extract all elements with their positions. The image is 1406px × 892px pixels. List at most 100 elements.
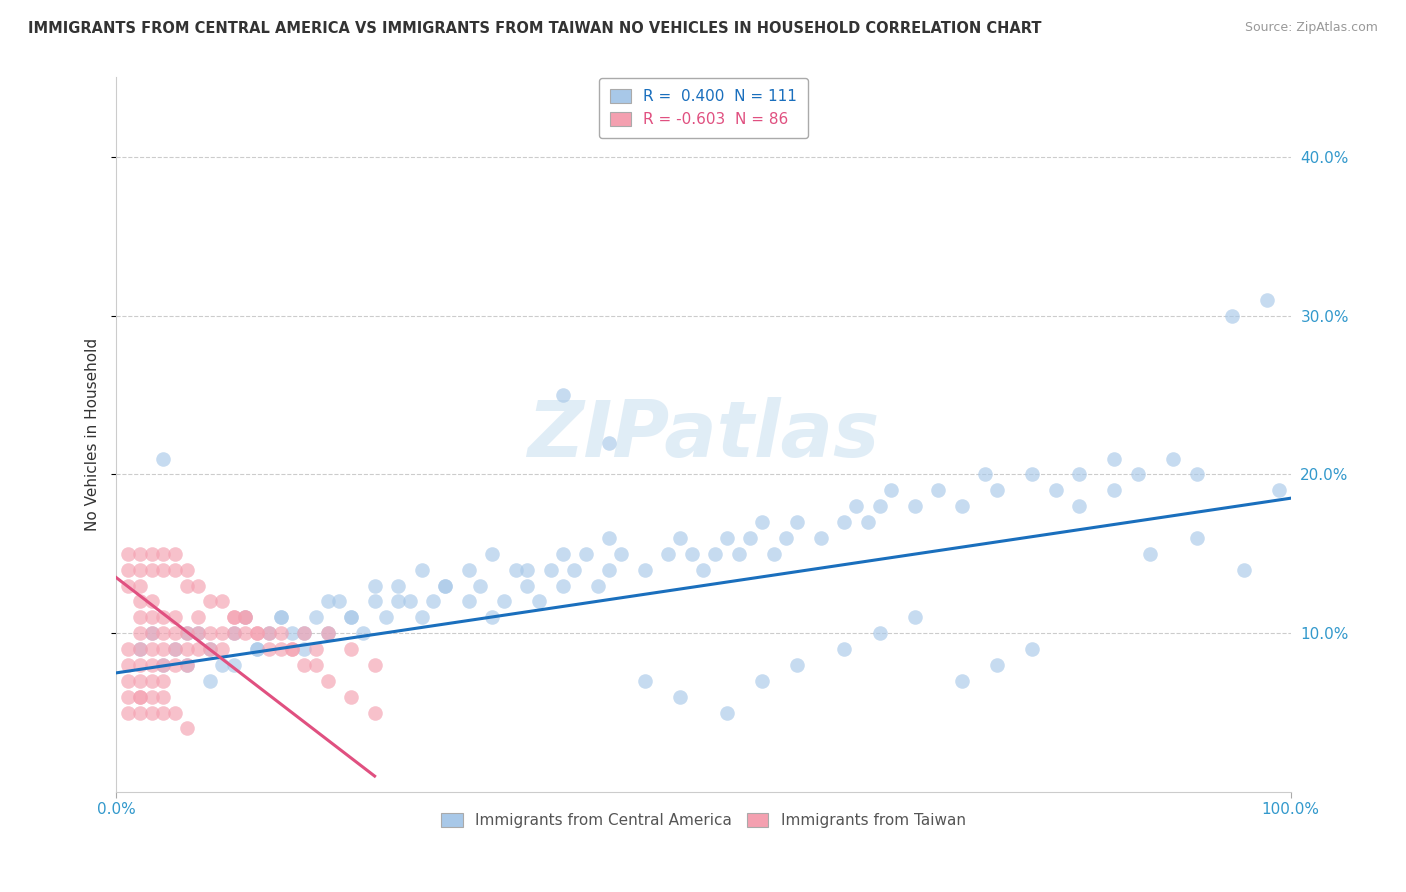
Point [141,626,163,640]
Point [399,594,422,608]
Point [716,531,738,545]
Point [128,610,150,624]
Point [470,578,492,592]
Point [211,626,233,640]
Point [128,626,150,640]
Point [270,610,292,624]
Point [716,706,738,720]
Point [152,547,174,561]
Point [305,642,328,657]
Point [117,547,139,561]
Point [128,642,150,657]
Point [187,626,209,640]
Point [551,578,574,592]
Point [316,626,339,640]
Point [270,626,292,640]
Point [869,626,891,640]
Point [751,515,773,529]
Point [363,706,385,720]
Point [1256,293,1278,307]
Point [305,657,328,672]
Point [1069,467,1091,482]
Point [176,626,198,640]
Point [292,626,315,640]
Point [562,563,585,577]
Point [880,483,903,498]
Point [834,515,856,529]
Point [1045,483,1067,498]
Point [516,563,538,577]
Point [176,657,198,672]
Point [246,642,269,657]
Point [235,610,257,624]
Point [117,690,139,704]
Point [200,642,222,657]
Point [176,578,198,592]
Point [128,657,150,672]
Point [176,722,198,736]
Point [176,563,198,577]
Point [516,578,538,592]
Point [246,626,269,640]
Point [152,673,174,688]
Point [187,626,209,640]
Point [869,499,891,513]
Point [657,547,679,561]
Point [786,515,808,529]
Point [292,626,315,640]
Point [305,610,328,624]
Point [163,642,186,657]
Point [340,642,363,657]
Point [200,642,222,657]
Point [176,626,198,640]
Text: IMMIGRANTS FROM CENTRAL AMERICA VS IMMIGRANTS FROM TAIWAN NO VEHICLES IN HOUSEHO: IMMIGRANTS FROM CENTRAL AMERICA VS IMMIG… [28,21,1042,36]
Point [152,563,174,577]
Point [222,610,245,624]
Point [257,642,280,657]
Point [222,657,245,672]
Point [1021,467,1043,482]
Point [163,657,186,672]
Point [610,547,633,561]
Point [117,706,139,720]
Point [340,610,363,624]
Point [128,594,150,608]
Point [141,642,163,657]
Point [856,515,879,529]
Point [141,690,163,704]
Point [141,563,163,577]
Point [598,435,620,450]
Point [211,594,233,608]
Point [141,706,163,720]
Point [775,531,797,545]
Point [117,673,139,688]
Point [141,657,163,672]
Point [235,610,257,624]
Point [375,610,398,624]
Point [152,657,174,672]
Point [634,563,657,577]
Point [141,626,163,640]
Point [152,642,174,657]
Point [1161,451,1184,466]
Point [128,690,150,704]
Point [727,547,749,561]
Point [845,499,868,513]
Point [598,531,620,545]
Point [1139,547,1161,561]
Point [1220,309,1243,323]
Point [128,673,150,688]
Point [740,531,762,545]
Point [363,578,385,592]
Point [505,563,527,577]
Point [481,610,503,624]
Point [387,578,409,592]
Point [1126,467,1149,482]
Point [163,642,186,657]
Point [176,657,198,672]
Point [422,594,444,608]
Legend: Immigrants from Central America, Immigrants from Taiwan: Immigrants from Central America, Immigra… [434,806,972,834]
Point [152,706,174,720]
Point [986,483,1008,498]
Point [292,642,315,657]
